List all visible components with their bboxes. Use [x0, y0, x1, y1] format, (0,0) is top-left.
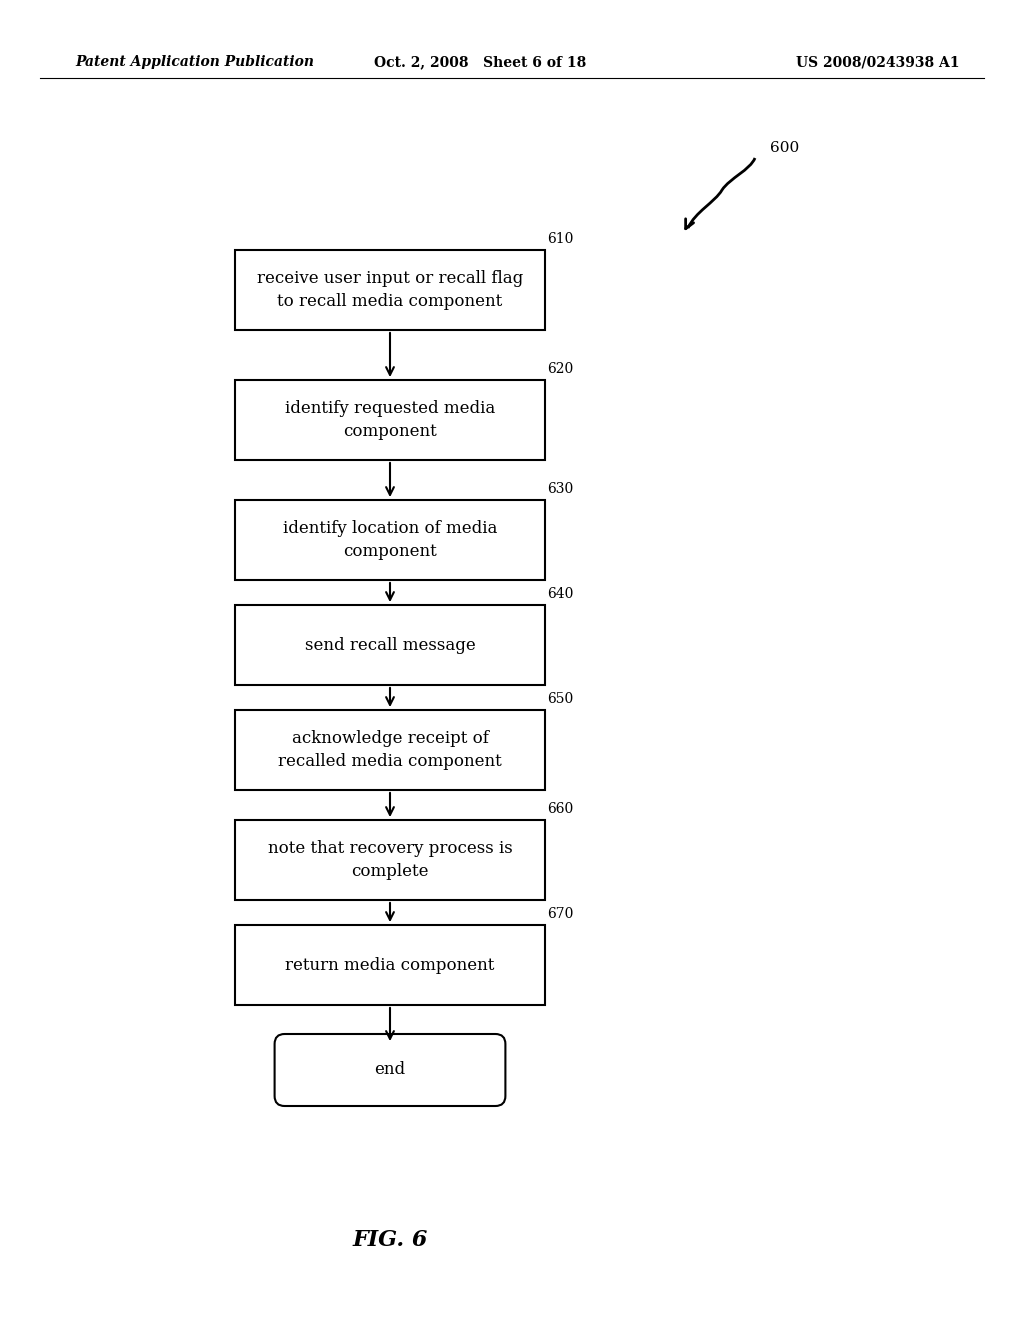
Text: note that recovery process is
complete: note that recovery process is complete	[267, 841, 512, 879]
Text: Oct. 2, 2008   Sheet 6 of 18: Oct. 2, 2008 Sheet 6 of 18	[374, 55, 586, 69]
Text: end: end	[375, 1061, 406, 1078]
Text: 640: 640	[547, 587, 573, 601]
Text: acknowledge receipt of
recalled media component: acknowledge receipt of recalled media co…	[279, 730, 502, 770]
FancyBboxPatch shape	[234, 380, 545, 459]
Text: 610: 610	[547, 232, 573, 246]
Text: US 2008/0243938 A1: US 2008/0243938 A1	[797, 55, 961, 69]
FancyBboxPatch shape	[234, 820, 545, 900]
Text: send recall message: send recall message	[304, 636, 475, 653]
FancyBboxPatch shape	[274, 1034, 506, 1106]
Text: 650: 650	[547, 692, 573, 706]
Text: 660: 660	[547, 803, 573, 816]
FancyBboxPatch shape	[234, 249, 545, 330]
Text: 620: 620	[547, 362, 573, 376]
FancyBboxPatch shape	[234, 500, 545, 579]
Text: Patent Application Publication: Patent Application Publication	[75, 55, 314, 69]
FancyBboxPatch shape	[234, 925, 545, 1005]
Text: 630: 630	[547, 482, 573, 496]
Text: 670: 670	[547, 907, 573, 921]
Text: FIG. 6: FIG. 6	[352, 1229, 428, 1251]
Text: 600: 600	[770, 141, 800, 154]
FancyBboxPatch shape	[234, 710, 545, 789]
FancyBboxPatch shape	[234, 605, 545, 685]
Text: receive user input or recall flag
to recall media component: receive user input or recall flag to rec…	[257, 271, 523, 310]
Text: return media component: return media component	[286, 957, 495, 974]
Text: identify requested media
component: identify requested media component	[285, 400, 496, 440]
Text: identify location of media
component: identify location of media component	[283, 520, 498, 560]
